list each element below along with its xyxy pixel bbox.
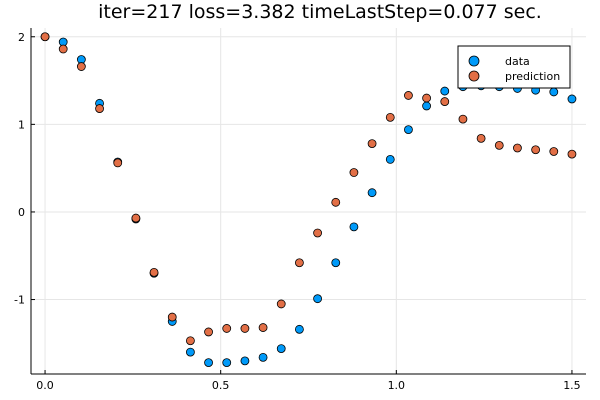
- prediction-point: [404, 91, 413, 100]
- prediction-point: [276, 299, 286, 309]
- legend-box: [457, 45, 571, 89]
- prediction-point: [186, 336, 195, 346]
- chart-title: iter=217 loss=3.382 timeLastStep=0.077 s…: [98, 1, 542, 23]
- prediction-point: [240, 324, 250, 333]
- prediction-point: [567, 149, 577, 159]
- prediction-point: [440, 97, 450, 106]
- prediction-point: [385, 112, 395, 122]
- prediction-point: [149, 267, 159, 277]
- prediction-point: [76, 62, 86, 71]
- prediction-point: [531, 145, 541, 155]
- data-point: [295, 324, 304, 334]
- prediction-point: [258, 323, 268, 332]
- prediction-point: [422, 93, 431, 103]
- prediction-point: [513, 143, 522, 153]
- prediction-point: [549, 147, 559, 156]
- prediction-point: [113, 158, 123, 168]
- prediction-point: [131, 213, 141, 223]
- prediction-point: [58, 44, 68, 54]
- data-point: [258, 352, 268, 362]
- data-points: [40, 32, 577, 368]
- axes: [30, 28, 586, 375]
- legend: data prediction: [457, 45, 571, 89]
- y-tick-label: 1: [18, 118, 25, 131]
- data-point: [440, 86, 450, 96]
- data-point: [313, 294, 322, 304]
- data-point: [385, 154, 395, 164]
- prediction-point: [313, 228, 322, 238]
- legend-marker-prediction: [468, 70, 480, 82]
- data-point: [204, 358, 213, 368]
- x-tick-label: 1.5: [563, 379, 581, 392]
- prediction-point: [222, 324, 232, 333]
- data-point: [349, 222, 359, 232]
- prediction-point: [458, 114, 468, 124]
- y-tick-label: -1: [14, 294, 25, 307]
- grid-lines: [31, 28, 586, 374]
- prediction-point: [40, 32, 50, 42]
- data-point: [222, 358, 232, 368]
- legend-marker-data: [468, 55, 480, 67]
- x-tick-label: 0.5: [212, 379, 230, 392]
- data-point: [549, 87, 559, 97]
- data-point: [276, 344, 286, 353]
- y-tick-label: 0: [18, 206, 25, 219]
- prediction-point: [295, 258, 304, 268]
- prediction-point: [167, 312, 177, 322]
- data-point: [567, 94, 577, 104]
- prediction-point: [476, 133, 486, 143]
- prediction-point: [331, 197, 341, 207]
- y-tick-label: 2: [18, 31, 25, 44]
- data-point: [331, 258, 341, 268]
- legend-label-prediction: prediction: [505, 70, 560, 83]
- prediction-point: [349, 168, 359, 177]
- data-point: [422, 101, 431, 111]
- x-tick-label: 0.0: [36, 379, 54, 392]
- data-point: [367, 188, 377, 198]
- prediction-point: [204, 327, 213, 337]
- prediction-point: [367, 139, 377, 149]
- data-point: [404, 125, 413, 135]
- prediction-point: [494, 140, 504, 150]
- legend-label-data: data: [505, 55, 530, 68]
- data-point: [186, 347, 195, 357]
- x-tick-label: 1.0: [388, 379, 406, 392]
- prediction-point: [95, 104, 104, 113]
- tick-labels: 0.0 0.5 1.0 1.5 2 1 0 -1: [14, 31, 581, 392]
- data-point: [240, 356, 250, 366]
